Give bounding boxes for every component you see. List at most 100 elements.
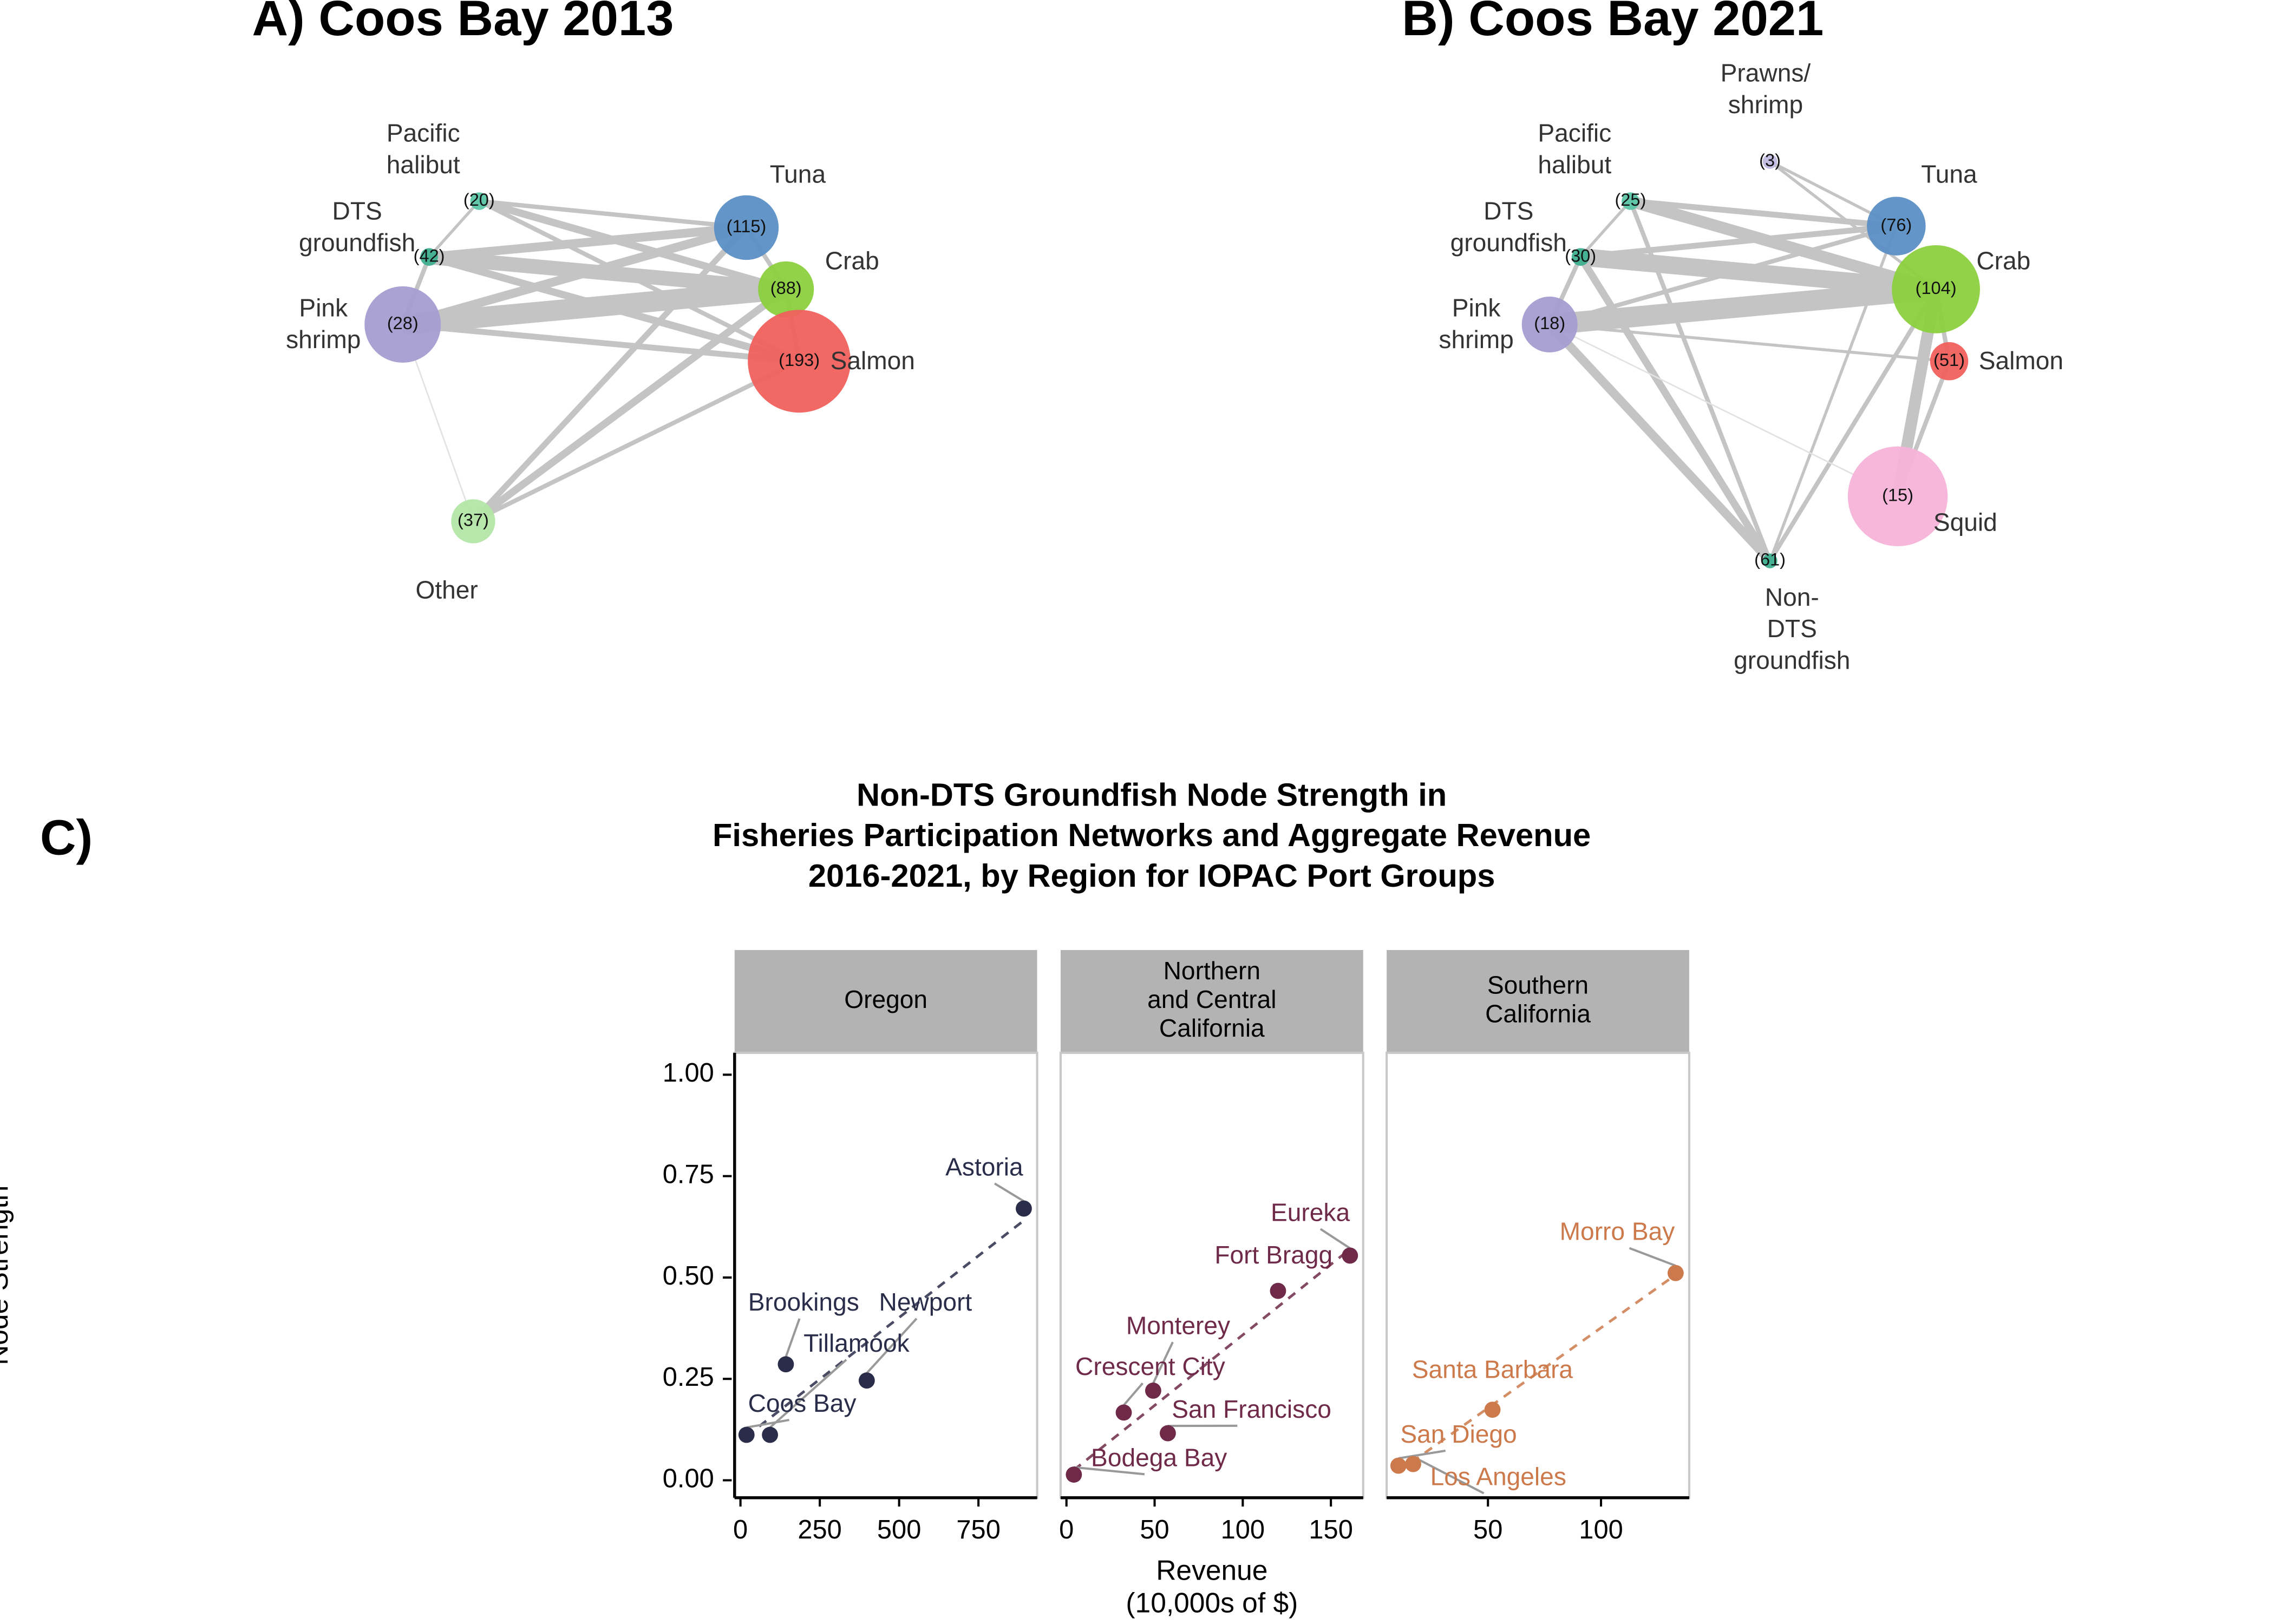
label-leader xyxy=(1319,1228,1351,1249)
label-leader xyxy=(1074,1466,1145,1476)
edge xyxy=(479,199,747,230)
node xyxy=(1762,553,1778,568)
point-label: Morro Bay xyxy=(1560,1217,1675,1246)
node-value-label: (3) xyxy=(1759,150,1781,170)
node-value-label: (20) xyxy=(463,190,495,209)
edge xyxy=(478,199,800,363)
node-label: shrimp xyxy=(1728,90,1803,119)
point-label: Santa Barbara xyxy=(1412,1355,1573,1384)
node-value-label: (104) xyxy=(1916,278,1957,298)
label-leader xyxy=(746,1418,789,1429)
node-label: Tuna xyxy=(1921,160,1977,188)
point xyxy=(1405,1456,1421,1472)
point xyxy=(1390,1457,1407,1474)
edge xyxy=(1549,323,1950,363)
x-tick-label: 0 xyxy=(733,1515,748,1544)
x-tick-label: 150 xyxy=(1309,1515,1352,1544)
facet-name: Oregon xyxy=(844,985,927,1013)
node-label: DTS xyxy=(1484,197,1533,225)
facet-strip xyxy=(734,949,1037,1053)
label-leader xyxy=(1398,1449,1446,1459)
facet-name: California xyxy=(1485,1000,1591,1028)
panel-title: B) Coos Bay 2021 xyxy=(1402,0,1824,46)
point xyxy=(762,1426,779,1443)
node-label: Non- xyxy=(1765,583,1819,611)
node xyxy=(364,286,441,363)
edge xyxy=(1768,288,1938,562)
node-label: Pacific xyxy=(387,119,460,147)
edge xyxy=(428,253,800,365)
trend-line xyxy=(1397,1274,1677,1473)
x-tick-label: 500 xyxy=(877,1515,921,1544)
chart-title: Non-DTS Groundfish Node Strength in xyxy=(857,777,1447,813)
edge xyxy=(1630,198,1897,230)
point-label: Bodega Bay xyxy=(1091,1443,1227,1471)
node-label: Crab xyxy=(825,247,879,275)
node-label: Pink xyxy=(1452,294,1501,322)
node-label: groundfish xyxy=(1734,646,1850,675)
point-label: Monterey xyxy=(1126,1311,1230,1339)
edge xyxy=(1768,225,1898,562)
y-tick-label: 0.00 xyxy=(663,1464,714,1493)
node-value-label: (61) xyxy=(1754,550,1786,569)
node-value-label: (76) xyxy=(1880,215,1912,234)
trend-line xyxy=(1073,1248,1351,1471)
node-value-label: (115) xyxy=(727,217,767,236)
node xyxy=(1521,296,1578,352)
edge xyxy=(1579,200,1632,258)
edge xyxy=(1580,223,1897,260)
point-label: Brookings xyxy=(748,1288,859,1316)
node-label: Salmon xyxy=(1979,346,2063,375)
point xyxy=(738,1426,755,1443)
x-tick-label: 50 xyxy=(1473,1515,1502,1544)
node xyxy=(1847,446,1948,547)
edge xyxy=(471,225,749,523)
y-tick-label: 0.25 xyxy=(663,1363,714,1392)
label-leader xyxy=(1629,1247,1676,1267)
point xyxy=(1145,1383,1161,1399)
facet-name: California xyxy=(1159,1014,1265,1042)
node xyxy=(748,310,851,413)
node xyxy=(1762,154,1778,169)
edge xyxy=(471,286,788,525)
edge xyxy=(401,223,748,329)
y-tick-label: 0.75 xyxy=(663,1160,714,1189)
x-tick-label: 100 xyxy=(1221,1515,1265,1544)
point xyxy=(1115,1404,1132,1421)
facet-strip xyxy=(1387,949,1689,1053)
node-label: shrimp xyxy=(286,325,361,353)
x-tick-label: 250 xyxy=(798,1515,841,1544)
node-label: Other xyxy=(415,575,478,604)
node-label: groundfish xyxy=(299,228,415,257)
label-leader xyxy=(1122,1382,1143,1406)
panel-title: A) Coos Bay 2013 xyxy=(252,0,674,46)
node-value-label: (88) xyxy=(770,278,802,298)
trend-line xyxy=(746,1219,1025,1438)
point xyxy=(1667,1265,1684,1281)
node xyxy=(1930,342,1969,381)
edge xyxy=(1629,195,1938,295)
node xyxy=(451,499,495,543)
facet-name: and Central xyxy=(1147,985,1276,1013)
panel-label: C) xyxy=(40,810,93,866)
edge xyxy=(402,322,800,364)
node-value-label: (42) xyxy=(414,246,445,265)
edge xyxy=(1546,321,1774,564)
facet-name: Northern xyxy=(1164,957,1260,985)
point xyxy=(858,1372,875,1389)
y-axis-label: Node Strength xyxy=(0,1186,14,1365)
facet-name: Southern xyxy=(1487,971,1589,999)
node xyxy=(1622,192,1639,210)
x-tick-label: 100 xyxy=(1579,1515,1623,1544)
label-leader xyxy=(994,1182,1024,1202)
edge xyxy=(428,250,787,297)
edge xyxy=(478,198,787,293)
edge xyxy=(428,200,480,258)
x-tick-label: 750 xyxy=(956,1515,1000,1544)
label-leader xyxy=(1152,1341,1174,1384)
facet-frame xyxy=(733,1051,1038,1499)
node-value-label: (18) xyxy=(1534,313,1565,333)
chart-title: Fisheries Participation Networks and Agg… xyxy=(713,817,1591,853)
point-label: Newport xyxy=(879,1288,972,1316)
